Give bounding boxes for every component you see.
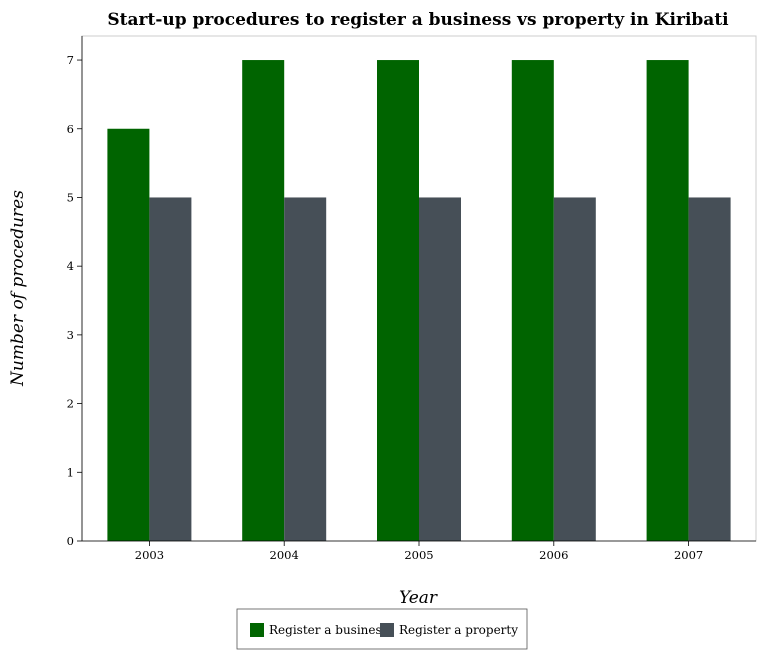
bar-property-2003	[149, 197, 192, 541]
bar-business-2005	[377, 60, 419, 542]
bars	[107, 60, 731, 542]
y-tick-label: 0	[67, 534, 74, 548]
y-tick-label: 6	[67, 122, 74, 136]
bar-property-2004	[284, 197, 327, 541]
y-axis-label: Number of procedures	[8, 190, 28, 387]
legend-label-business: Register a business	[269, 623, 388, 637]
bar-business-2003	[107, 128, 150, 541]
y-tick-label: 3	[67, 328, 74, 342]
x-tick-label: 2004	[270, 548, 299, 562]
bar-property-2007	[688, 197, 731, 541]
x-tick-label: 2007	[674, 548, 703, 562]
chart-title: Start-up procedures to register a busine…	[107, 10, 729, 30]
bar-business-2006	[511, 60, 554, 542]
bar-business-2007	[646, 60, 689, 542]
x-axis: 2003 2004 2005 2006 2007	[82, 540, 756, 562]
bar-property-2005	[419, 197, 461, 541]
x-tick-label: 2003	[135, 548, 164, 562]
bar-property-2006	[553, 197, 596, 541]
y-tick-label: 7	[67, 53, 74, 67]
legend-swatch-business	[250, 623, 264, 637]
legend-swatch-property	[380, 623, 394, 637]
bar-business-2004	[242, 60, 285, 542]
y-axis: 0 1 2 3 4 5 6 7	[67, 36, 83, 548]
x-tick-label: 2005	[404, 548, 433, 562]
x-tick-label: 2006	[539, 548, 568, 562]
y-tick-label: 2	[67, 397, 74, 411]
y-tick-label: 1	[67, 465, 74, 479]
y-tick-label: 5	[67, 190, 74, 204]
legend: Register a business Register a property	[236, 608, 528, 650]
legend-label-property: Register a property	[399, 623, 518, 637]
y-tick-label: 4	[67, 259, 74, 273]
x-axis-label: Year	[399, 588, 438, 608]
